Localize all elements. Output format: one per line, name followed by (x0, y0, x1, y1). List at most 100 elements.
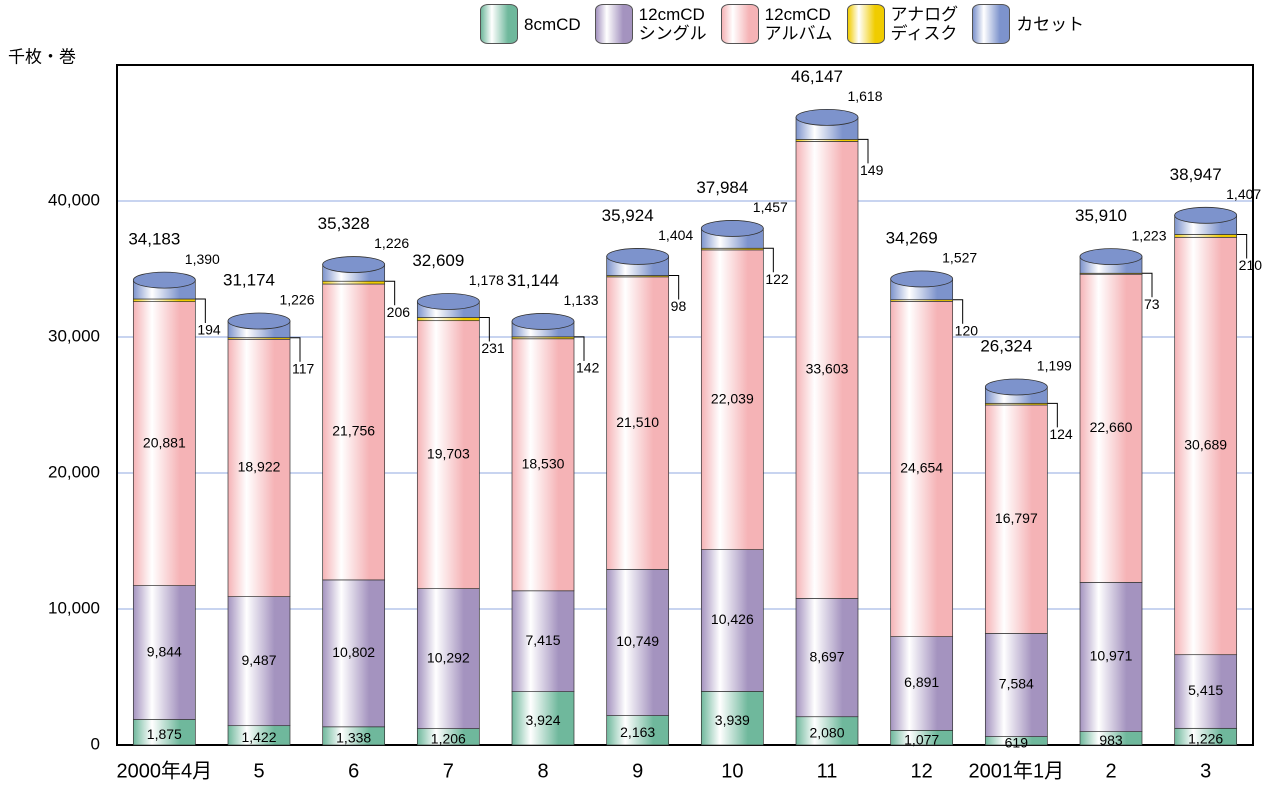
leader-line (858, 138, 869, 164)
bar-segment (890, 636, 954, 731)
bar-cap (795, 109, 859, 126)
bar-segment (1174, 234, 1238, 238)
bar-segment (795, 716, 859, 746)
leader-line (384, 280, 396, 306)
legend-item: 8cmCD (480, 4, 581, 44)
legend-swatch (594, 4, 633, 44)
value-label: 120 (955, 322, 979, 338)
y-tick-label: 20,000 (48, 462, 100, 481)
value-label: 24,654 (900, 460, 943, 476)
x-tick-label: 3 (1200, 760, 1211, 782)
x-tick-label: 2001年1月 (969, 759, 1065, 782)
total-label: 31,174 (223, 271, 275, 290)
value-label: 1,527 (942, 250, 977, 266)
bar-segment (1079, 273, 1143, 583)
bar-segment (132, 298, 196, 302)
leader-line (290, 337, 301, 362)
value-label: 1,206 (431, 731, 466, 747)
legend-item: カセット (972, 4, 1084, 44)
value-label: 142 (576, 360, 600, 376)
bar-segment (700, 549, 764, 692)
bar-segment (606, 715, 670, 746)
value-label: 1,404 (658, 227, 693, 243)
bar-segment (416, 320, 480, 589)
total-label: 32,609 (412, 251, 464, 270)
bar-cap (322, 256, 386, 273)
value-label: 1,422 (241, 729, 276, 745)
value-label: 124 (1049, 426, 1073, 442)
value-label: 18,530 (522, 455, 565, 471)
bar-segment (606, 276, 670, 570)
bar-segment (984, 404, 1048, 634)
bar-segment (322, 280, 386, 285)
legend-swatch (480, 4, 518, 44)
total-label: 35,910 (1075, 206, 1127, 225)
value-label: 210 (1239, 257, 1263, 273)
legend-swatch (972, 4, 1011, 44)
legend-item: 12cmCD シングル (594, 4, 707, 44)
value-label: 22,660 (1090, 419, 1133, 435)
bar-segment (416, 317, 480, 322)
leader-line (1236, 233, 1248, 259)
value-label: 2,163 (620, 724, 655, 740)
x-tick-label: 9 (632, 760, 643, 782)
bar-segment (511, 338, 575, 592)
value-label: 21,756 (332, 423, 375, 439)
value-label: 10,971 (1090, 648, 1133, 664)
value-label: 33,603 (806, 361, 849, 377)
x-tick-label: 6 (348, 760, 359, 782)
legend-label: カセット (1016, 14, 1085, 34)
bar-segment (132, 585, 196, 720)
value-label: 3,939 (715, 712, 750, 728)
bar-cap (890, 270, 954, 288)
total-label: 35,328 (318, 214, 370, 233)
total-label: 26,324 (980, 336, 1032, 355)
bar-cap (416, 293, 480, 310)
bar-cap (984, 378, 1048, 396)
value-label: 1,338 (336, 730, 371, 746)
legend-label: アナログ ディスク (890, 5, 959, 43)
value-label: 1,223 (1131, 227, 1166, 243)
value-label: 73 (1144, 296, 1160, 312)
leader-line (479, 317, 490, 342)
value-label: 8,697 (809, 648, 844, 664)
value-label: 2,080 (809, 725, 844, 741)
legend-label: 12cmCD シングル (638, 5, 707, 43)
bar-segment (795, 598, 859, 718)
value-label: 149 (860, 162, 884, 178)
bar-cap (511, 313, 575, 330)
y-unit: 千枚・巻 (8, 47, 76, 66)
value-label: 5,415 (1188, 682, 1223, 698)
bar-segment (700, 249, 764, 550)
legend-item: アナログ ディスク (846, 4, 959, 44)
leader-line (195, 298, 206, 324)
y-tick-label: 0 (91, 734, 100, 753)
bar-segment (511, 590, 575, 692)
total-label: 34,269 (886, 228, 938, 247)
x-tick-label: 2 (1105, 760, 1116, 782)
value-label: 6,891 (904, 674, 939, 690)
total-label: 34,183 (128, 230, 180, 249)
bar-cap (606, 248, 670, 265)
legend: 8cmCD 12cmCD シングル 12cmCD アルバム アナログ ディスク カセット (480, 4, 1098, 44)
value-label: 1,178 (469, 272, 504, 288)
x-tick-label: 7 (443, 760, 454, 782)
value-label: 117 (292, 360, 315, 376)
x-tick-label: 8 (537, 760, 548, 782)
value-label: 1,226 (374, 235, 409, 251)
leader-line (1047, 402, 1058, 428)
value-label: 1,390 (185, 251, 220, 267)
bar-cap (1079, 248, 1143, 266)
total-label: 35,924 (602, 206, 654, 225)
value-label: 122 (765, 271, 789, 287)
value-label: 619 (1005, 734, 1029, 750)
value-label: 7,584 (999, 676, 1034, 692)
y-tick-label: 40,000 (48, 190, 100, 209)
bar-cap (132, 271, 196, 289)
value-label: 10,749 (616, 633, 659, 649)
bar-segment (227, 338, 291, 597)
value-label: 7,415 (525, 632, 560, 648)
value-label: 1,875 (147, 726, 182, 742)
bar-segment (795, 141, 859, 599)
